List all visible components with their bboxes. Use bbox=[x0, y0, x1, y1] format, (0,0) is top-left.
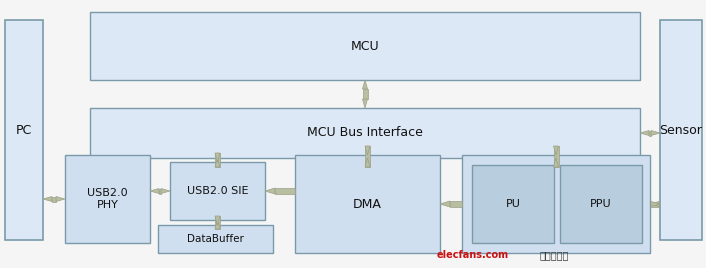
Bar bbox=[651, 202, 659, 207]
Bar bbox=[159, 188, 161, 193]
Polygon shape bbox=[215, 220, 220, 229]
Polygon shape bbox=[362, 99, 368, 108]
Polygon shape bbox=[215, 216, 220, 225]
Text: PC: PC bbox=[16, 124, 32, 136]
Polygon shape bbox=[651, 131, 660, 136]
Polygon shape bbox=[161, 188, 170, 193]
Text: MCU Bus Interface: MCU Bus Interface bbox=[307, 126, 423, 140]
Polygon shape bbox=[43, 196, 52, 202]
Polygon shape bbox=[265, 188, 275, 194]
Polygon shape bbox=[362, 80, 368, 89]
Bar bbox=[52, 196, 56, 202]
Bar bbox=[158, 225, 273, 253]
Polygon shape bbox=[365, 146, 370, 155]
Bar bbox=[90, 108, 640, 158]
Text: 电子发烧友: 电子发烧友 bbox=[540, 250, 569, 260]
Bar bbox=[560, 165, 642, 243]
Bar bbox=[472, 165, 554, 243]
Polygon shape bbox=[440, 201, 450, 207]
Text: USB2.0 SIE: USB2.0 SIE bbox=[187, 186, 249, 196]
Bar bbox=[275, 188, 295, 194]
Bar bbox=[362, 89, 368, 99]
Polygon shape bbox=[56, 196, 65, 202]
Polygon shape bbox=[365, 158, 370, 167]
Bar bbox=[215, 153, 220, 167]
Polygon shape bbox=[650, 202, 659, 207]
Bar bbox=[90, 12, 640, 80]
Bar bbox=[295, 155, 440, 253]
Polygon shape bbox=[215, 153, 220, 162]
Bar bbox=[215, 216, 220, 229]
Text: USB2.0
PHY: USB2.0 PHY bbox=[87, 188, 128, 210]
Text: DataBuffer: DataBuffer bbox=[187, 234, 244, 244]
Polygon shape bbox=[554, 146, 558, 155]
Bar bbox=[554, 146, 558, 167]
Text: PPU: PPU bbox=[590, 199, 612, 209]
Bar bbox=[462, 155, 650, 253]
Text: DMA: DMA bbox=[353, 198, 382, 210]
Text: Sensor: Sensor bbox=[659, 124, 702, 136]
Text: MCU: MCU bbox=[351, 39, 379, 53]
Bar bbox=[65, 155, 150, 243]
Bar bbox=[450, 201, 462, 207]
Polygon shape bbox=[150, 188, 159, 193]
Text: PU: PU bbox=[505, 199, 520, 209]
Polygon shape bbox=[554, 158, 558, 167]
Bar bbox=[170, 162, 265, 220]
Bar bbox=[365, 146, 370, 167]
Text: elecfans.com: elecfans.com bbox=[437, 250, 509, 260]
Polygon shape bbox=[651, 202, 660, 207]
Bar bbox=[660, 20, 702, 240]
Polygon shape bbox=[640, 131, 649, 136]
Bar bbox=[649, 131, 651, 136]
Polygon shape bbox=[215, 158, 220, 167]
Bar bbox=[5, 20, 43, 240]
